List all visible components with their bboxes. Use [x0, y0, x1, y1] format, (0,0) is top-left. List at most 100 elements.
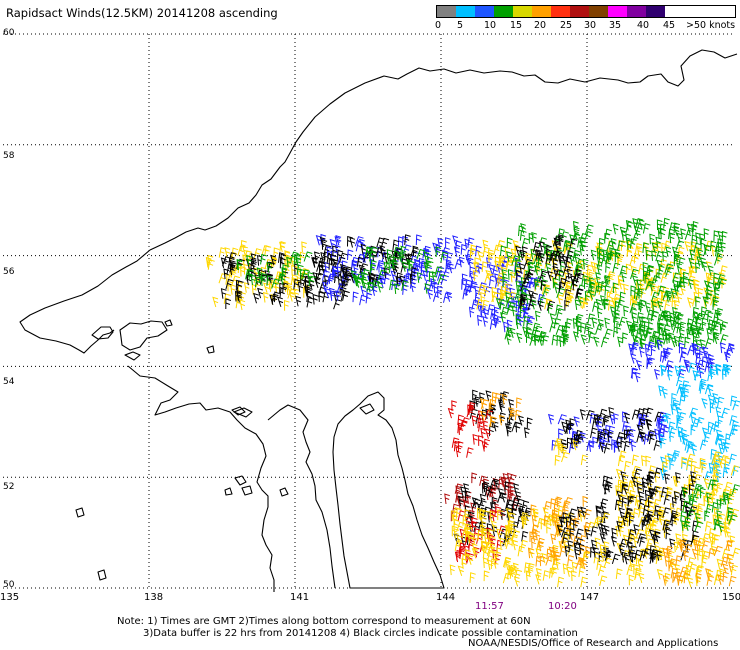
wind-barb: [440, 274, 450, 285]
wind-speed-legend: 0 5 10 15 20 25 30 35 40 45 >50 knots: [435, 5, 736, 32]
wind-barb: [731, 424, 740, 435]
coastline: [19, 49, 738, 592]
wind-barb: [571, 273, 581, 285]
wind-barb: [524, 427, 530, 438]
wind-barb: [665, 528, 672, 540]
wind-barb: [514, 409, 522, 421]
wind-barb: [670, 288, 677, 299]
wind-barb: [577, 433, 585, 445]
wind-barb: [617, 299, 625, 310]
wind-barb: [635, 223, 645, 234]
wind-barb: [453, 519, 460, 530]
wind-barb: [664, 315, 671, 326]
wind-barb: [633, 252, 640, 264]
wind-barb: [684, 240, 691, 252]
wind-barb: [671, 246, 678, 258]
wind-barb: [586, 264, 594, 276]
wind-barb: [650, 291, 660, 303]
wind-barb: [694, 370, 703, 381]
wind-barb: [715, 429, 722, 440]
wind-barb: [699, 233, 705, 244]
wind-barb: [675, 240, 685, 251]
wind-barb: [523, 258, 533, 269]
wind-barb: [564, 289, 572, 300]
wind-barb: [352, 263, 359, 274]
wind-barb: [648, 317, 655, 329]
wind-barb: [250, 253, 257, 264]
wind-barb: [672, 279, 679, 291]
wind-barb: [497, 492, 506, 504]
wind-barb: [308, 275, 317, 287]
wind-barb: [366, 288, 373, 300]
wind-barb: [712, 296, 719, 308]
wind-barb: [557, 293, 563, 305]
wind-barb: [563, 275, 572, 287]
wind-barb: [514, 259, 522, 270]
wind-barb: [604, 285, 611, 296]
wind-barb: [678, 257, 686, 268]
wind-barb: [606, 481, 613, 493]
wind-barb: [360, 277, 367, 289]
wind-barb: [662, 547, 669, 559]
wind-barb: [266, 275, 273, 286]
wind-barb: [564, 300, 570, 311]
wind-barb: [236, 280, 244, 291]
wind-barb: [660, 228, 666, 240]
wind-barb: [717, 307, 724, 319]
wind-barb: [358, 238, 366, 250]
wind-barb: [507, 520, 514, 531]
wind-barb: [484, 428, 491, 439]
wind-barb: [565, 318, 573, 329]
wind-barb: [660, 329, 667, 341]
wind-barb: [636, 424, 643, 435]
small-island: [241, 485, 253, 496]
wind-barb: [618, 316, 628, 327]
wind-barb: [662, 575, 669, 586]
wind-barb: [539, 555, 546, 567]
wind-barb: [527, 269, 535, 280]
wind-barb: [658, 311, 668, 322]
wind-barb: [504, 423, 511, 434]
wind-barb: [642, 504, 650, 516]
wind-barb: [498, 414, 505, 426]
wind-barb: [730, 465, 740, 476]
wind-barb: [592, 301, 600, 312]
wind-barb: [569, 238, 578, 249]
wind-barb: [642, 548, 649, 559]
wind-barb: [701, 540, 710, 551]
wind-barb: [490, 501, 496, 513]
wind-barb: [711, 479, 719, 490]
wind-barb: [694, 512, 701, 524]
wind-barb: [322, 270, 330, 281]
wind-barb: [526, 315, 534, 326]
legend-swatch: [570, 6, 589, 17]
wind-barb: [552, 265, 559, 277]
wind-barb: [682, 433, 690, 445]
wind-barb: [638, 346, 645, 358]
wind-barb: [672, 316, 680, 328]
wind-barb: [238, 291, 246, 303]
wind-barb: [508, 398, 514, 410]
wind-barb: [656, 339, 663, 351]
wind-barb: [578, 566, 586, 577]
wind-barb: [604, 317, 611, 329]
wind-barb: [492, 420, 499, 432]
wind-barb: [629, 238, 637, 249]
wind-barb: [657, 322, 663, 334]
wind-barb: [525, 322, 533, 334]
wind-barb: [718, 443, 725, 454]
wind-barb: [502, 472, 509, 484]
wind-barb: [582, 258, 589, 270]
wind-barb: [477, 251, 484, 262]
wind-barb: [698, 323, 706, 334]
wind-barb: [490, 537, 496, 549]
wind-barb: [709, 536, 715, 547]
small-island: [75, 507, 85, 518]
wind-barb: [579, 431, 586, 443]
wind-barb: [256, 267, 263, 278]
wind-barb: [705, 568, 712, 579]
wind-barb: [516, 332, 523, 343]
wind-barb: [596, 264, 603, 275]
wind-barb: [613, 413, 619, 424]
legend-label: 25: [560, 20, 573, 31]
